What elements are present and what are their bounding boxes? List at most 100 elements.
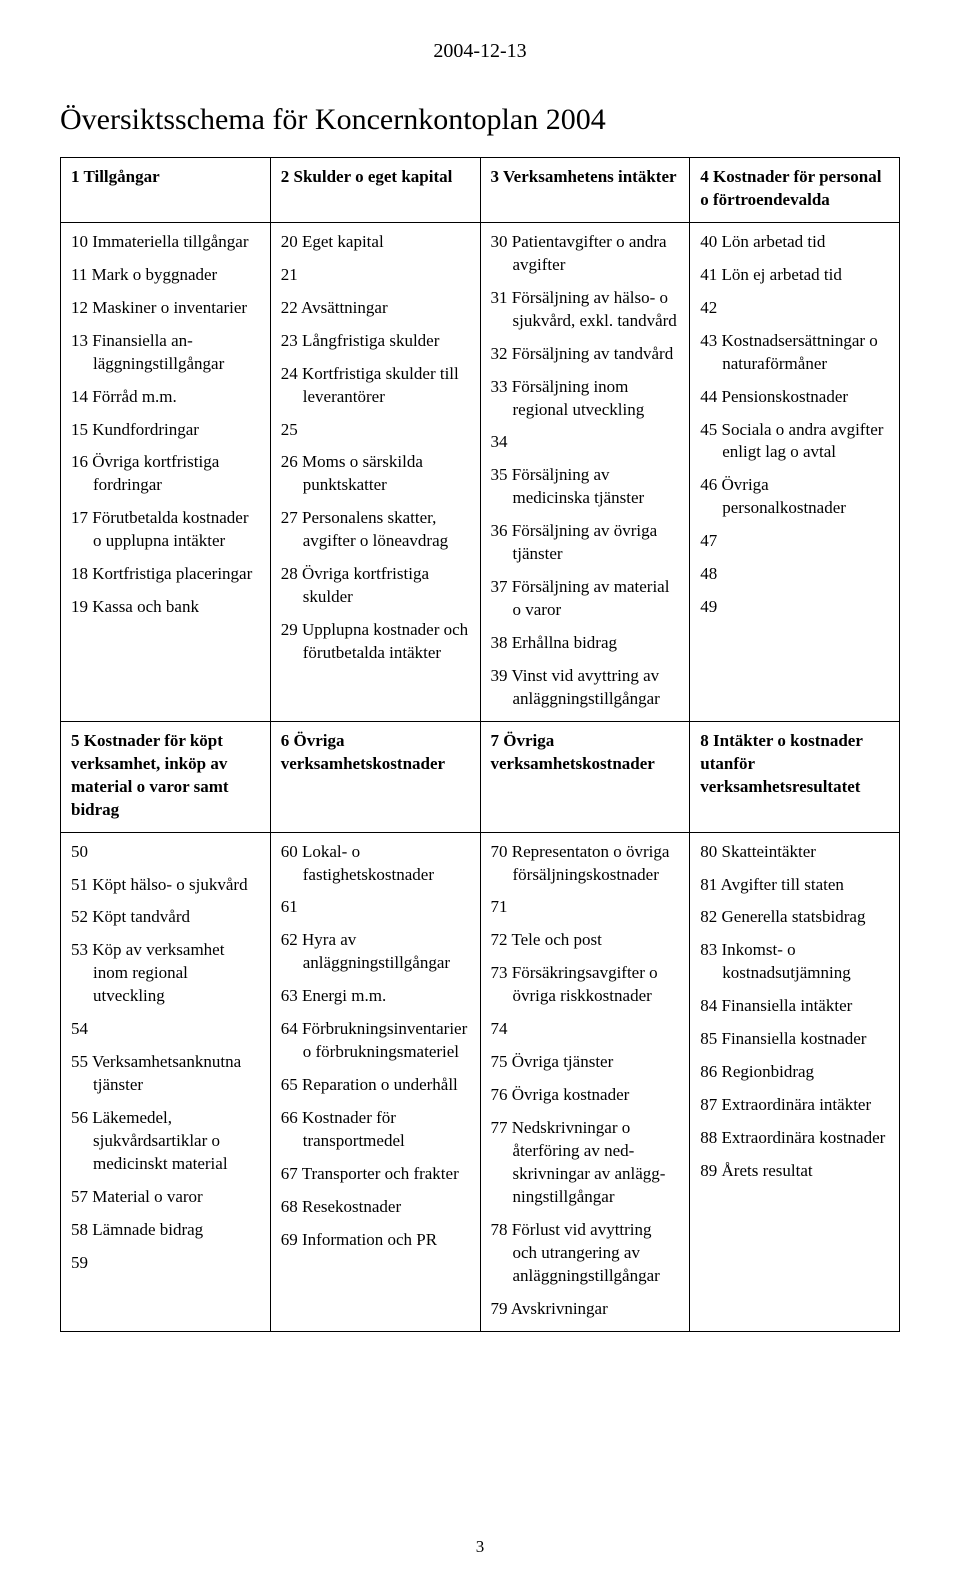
item: 84 Finansiella intäkter [700, 995, 889, 1018]
item: 62 Hyra av anläggningstillgångar [281, 929, 470, 975]
item: 48 [700, 563, 889, 586]
item: 18 Kortfristiga placeringar [71, 563, 260, 586]
header-row-1: 1 Tillgångar 2 Skulder o eget kapital 3 … [61, 158, 900, 223]
item: 65 Reparation o underhåll [281, 1074, 470, 1097]
item: 71 [491, 896, 680, 919]
item: 89 Årets resultat [700, 1160, 889, 1183]
item: 72 Tele och post [491, 929, 680, 952]
item: 61 [281, 896, 470, 919]
item: 80 Skatteintäkter [700, 841, 889, 864]
document-date: 2004-12-13 [60, 40, 900, 63]
cell-2: 20 Eget kapital 21 22 Avsättningar 23 Lå… [270, 222, 480, 721]
cell-4: 40 Lön arbetad tid 41 Lön ej arbetad tid… [690, 222, 900, 721]
item: 33 Försäljning inom regional utveckling [491, 376, 680, 422]
item: 13 Finansiella an­läggningstillgångar [71, 330, 260, 376]
item: 60 Lokal- o fastighetskostnader [281, 841, 470, 887]
overview-table: 1 Tillgångar 2 Skulder o eget kapital 3 … [60, 157, 900, 1332]
item: 64 Förbrukningsinventarier o förbrukning… [281, 1018, 470, 1064]
page-number: 3 [0, 1537, 960, 1557]
item: 73 Försäkringsavgifter o övriga riskkost… [491, 962, 680, 1008]
body-row-2: 50 51 Köpt hälso- o sjukvård 52 Köpt tan… [61, 832, 900, 1331]
item: 42 [700, 297, 889, 320]
item: 19 Kassa och bank [71, 596, 260, 619]
item: 78 Förlust vid avyttring och utrangering… [491, 1219, 680, 1288]
item: 85 Finansiella kostnader [700, 1028, 889, 1051]
item: 24 Kortfristiga skulder till leverantöre… [281, 363, 470, 409]
item: 59 [71, 1252, 260, 1275]
item: 14 Förråd m.m. [71, 386, 260, 409]
item: 22 Avsättningar [281, 297, 470, 320]
item: 83 Inkomst- o kostnadsutjämning [700, 939, 889, 985]
item: 77 Nedskrivningar o återföring av ned­sk… [491, 1117, 680, 1209]
item: 81 Avgifter till staten [700, 874, 889, 897]
item: 66 Kostnader för transportmedel [281, 1107, 470, 1153]
header-4: 4 Kostnader för personal o förtroendeval… [690, 158, 900, 223]
item: 45 Sociala o andra avgifter enligt lag o… [700, 419, 889, 465]
item: 15 Kundfordringar [71, 419, 260, 442]
item: 88 Extraordinära kostnader [700, 1127, 889, 1150]
item: 17 Förutbetalda kostnader o upplupna int… [71, 507, 260, 553]
header-row-2: 5 Kostnader för köpt verksamhet, inköp a… [61, 721, 900, 832]
item: 69 Information och PR [281, 1229, 470, 1252]
item: 23 Långfristiga skulder [281, 330, 470, 353]
item: 16 Övriga kortfristiga fordringar [71, 451, 260, 497]
item: 76 Övriga kostnader [491, 1084, 680, 1107]
item: 79 Avskrivningar [491, 1298, 680, 1321]
item: 25 [281, 419, 470, 442]
item: 37 Försäljning av material o varor [491, 576, 680, 622]
header-1: 1 Tillgångar [61, 158, 271, 223]
item: 20 Eget kapital [281, 231, 470, 254]
item: 87 Extraordinära intäkter [700, 1094, 889, 1117]
item: 36 Försäljning av övriga tjänster [491, 520, 680, 566]
item: 34 [491, 431, 680, 454]
header-3: 3 Verksamhetens intäkter [480, 158, 690, 223]
item: 47 [700, 530, 889, 553]
document-title: Översiktsschema för Koncernkontoplan 200… [60, 103, 900, 137]
item: 70 Representaton o övriga försäljningsko… [491, 841, 680, 887]
cell-8: 80 Skatteintäkter 81 Avgifter till state… [690, 832, 900, 1331]
item: 75 Övriga tjänster [491, 1051, 680, 1074]
item: 74 [491, 1018, 680, 1041]
item: 12 Maskiner o inventarier [71, 297, 260, 320]
item: 11 Mark o byggnader [71, 264, 260, 287]
cell-5: 50 51 Köpt hälso- o sjukvård 52 Köpt tan… [61, 832, 271, 1331]
item: 26 Moms o särskilda punktskatter [281, 451, 470, 497]
item: 41 Lön ej arbetad tid [700, 264, 889, 287]
cell-3: 30 Patientavgifter o andra avgifter 31 F… [480, 222, 690, 721]
header-6: 6 Övriga verksamhetskostnader [270, 721, 480, 832]
item: 57 Material o varor [71, 1186, 260, 1209]
item: 44 Pensionskostnader [700, 386, 889, 409]
item: 86 Regionbidrag [700, 1061, 889, 1084]
item: 52 Köpt tandvård [71, 906, 260, 929]
item: 63 Energi m.m. [281, 985, 470, 1008]
item: 58 Lämnade bidrag [71, 1219, 260, 1242]
page: 2004-12-13 Översiktsschema för Koncernko… [0, 0, 960, 1569]
item: 10 Immateriella tillgångar [71, 231, 260, 254]
item: 29 Upplupna kostnader och förutbetalda i… [281, 619, 470, 665]
item: 35 Försäljning av medicinska tjänster [491, 464, 680, 510]
cell-1: 10 Immateriella tillgångar 11 Mark o byg… [61, 222, 271, 721]
item: 56 Läkemedel, sjukvårdsartiklar o medici… [71, 1107, 260, 1176]
item: 30 Patientavgifter o andra avgifter [491, 231, 680, 277]
item: 51 Köpt hälso- o sjukvård [71, 874, 260, 897]
cell-7: 70 Representaton o övriga försäljningsko… [480, 832, 690, 1331]
item: 39 Vinst vid avyttring av anläggningstil… [491, 665, 680, 711]
item: 82 Generella statsbidrag [700, 906, 889, 929]
header-8: 8 Intäkter o kostnader utanför verksamhe… [690, 721, 900, 832]
item: 21 [281, 264, 470, 287]
item: 46 Övriga personalkostnader [700, 474, 889, 520]
item: 43 Kostnadsersättningar o naturaförmåner [700, 330, 889, 376]
item: 38 Erhållna bidrag [491, 632, 680, 655]
header-2: 2 Skulder o eget kapital [270, 158, 480, 223]
item: 53 Köp av verksamhet inom regional utvec… [71, 939, 260, 1008]
item: 31 Försäljning av hälso- o sjukvård, exk… [491, 287, 680, 333]
body-row-1: 10 Immateriella tillgångar 11 Mark o byg… [61, 222, 900, 721]
item: 27 Personalens skatter, avgifter o lönea… [281, 507, 470, 553]
item: 68 Resekostnader [281, 1196, 470, 1219]
cell-6: 60 Lokal- o fastighetskostnader 61 62 Hy… [270, 832, 480, 1331]
header-5: 5 Kostnader för köpt verksamhet, inköp a… [61, 721, 271, 832]
item: 28 Övriga kortfristiga skulder [281, 563, 470, 609]
header-7: 7 Övriga verksamhetskostnader [480, 721, 690, 832]
item: 54 [71, 1018, 260, 1041]
item: 32 Försäljning av tandvård [491, 343, 680, 366]
